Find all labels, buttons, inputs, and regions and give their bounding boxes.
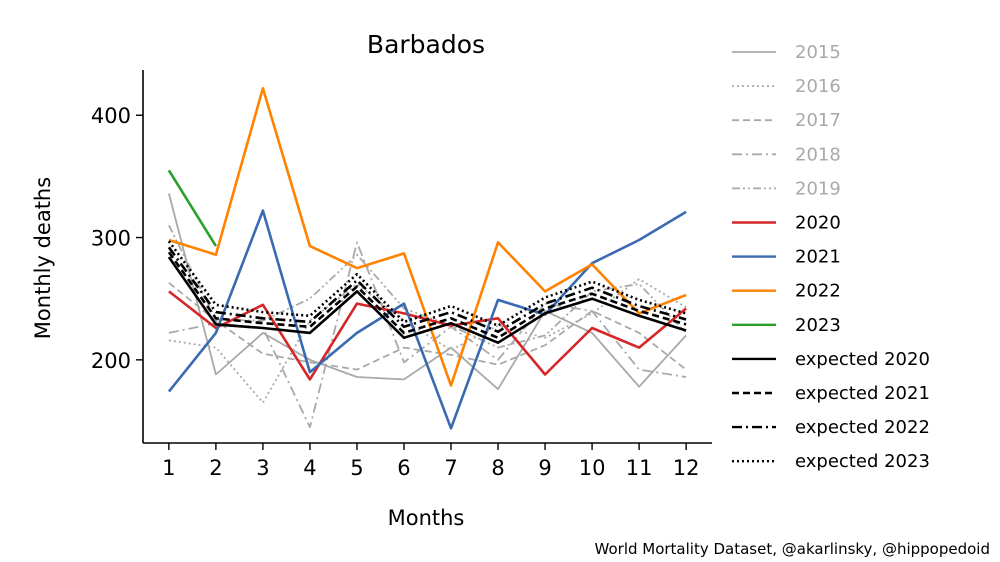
legend-label: 2020	[795, 213, 841, 234]
x-tick-label: 5	[350, 456, 363, 480]
legend-label: expected 2021	[795, 383, 930, 404]
x-tick-label: 12	[673, 456, 700, 480]
series-line-2022	[168, 87, 687, 387]
x-tick-label: 10	[579, 456, 606, 480]
legend-label: 2021	[795, 247, 841, 268]
series-line-expected-2022	[167, 246, 687, 334]
x-tick-label: 6	[397, 456, 410, 480]
x-tick-label: 3	[256, 456, 269, 480]
y-axis-label: Monthly deaths	[31, 177, 55, 339]
legend-label: 2022	[795, 281, 841, 302]
series-line-2023	[167, 169, 218, 247]
legend-label: 2015	[795, 42, 841, 63]
legend-label: 2019	[795, 178, 841, 199]
legend: 2015 2016 2017 2018 2019 2020 2021 2022 2023 expe…	[732, 42, 930, 472]
series-line-2017	[168, 282, 687, 371]
x-axis-label: Months	[388, 506, 465, 530]
legend-label: expected 2022	[795, 417, 930, 438]
x-tick-label: 7	[444, 456, 457, 480]
chart-title: Barbados	[367, 30, 485, 59]
x-tick-label: 1	[162, 456, 175, 480]
y-tick-label: 200	[91, 349, 131, 373]
x-tick-label: 2	[209, 456, 222, 480]
x-tick-label: 8	[491, 456, 504, 480]
series-line-2015	[168, 193, 687, 391]
legend-label: 2023	[795, 315, 841, 336]
series-line-2016	[168, 278, 687, 404]
legend-label: expected 2020	[795, 349, 930, 370]
x-tick-label: 9	[538, 456, 551, 480]
legend-label: 2017	[795, 110, 841, 131]
x-tick-label: 4	[303, 456, 316, 480]
y-tick-label: 300	[91, 227, 131, 251]
series-line-2019	[168, 224, 687, 349]
series-line-2021	[167, 209, 687, 430]
plot-series	[167, 87, 687, 430]
legend-label: 2016	[795, 76, 841, 97]
legend-label: 2018	[795, 144, 841, 165]
series-line-expected-2020	[167, 256, 687, 345]
legend-label: expected 2023	[795, 451, 930, 472]
y-tick-label: 400	[91, 104, 131, 128]
credit-text: World Mortality Dataset, @akarlinsky, @h…	[594, 540, 990, 558]
x-tick-label: 11	[626, 456, 653, 480]
